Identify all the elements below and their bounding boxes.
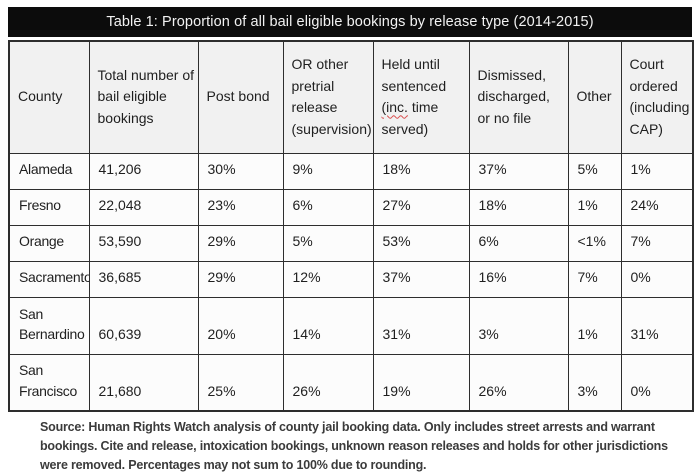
data-cell: 27% <box>372 188 470 226</box>
data-cell: 60,639 <box>88 296 199 355</box>
bail-bookings-table: County Total number of bail eligible boo… <box>8 40 694 412</box>
data-cell: 53,590 <box>88 224 199 262</box>
column-header-label: Post bond <box>206 88 270 105</box>
column-header-county: County <box>8 40 90 154</box>
column-header-label: Held until sentenced <box>381 55 447 94</box>
county-cell: San Bernardino <box>8 296 90 355</box>
table-row-sacramento: Sacramento 36,685 29% 12% 37% 16% 7% 0% <box>8 260 694 298</box>
data-cell: 24% <box>620 188 694 226</box>
county-cell: Alameda <box>8 152 90 190</box>
table-row-fresno: Fresno 22,048 23% 6% 27% 18% 1% 24% <box>8 188 694 226</box>
data-cell: 1% <box>620 152 694 190</box>
data-cell: 36,685 <box>88 260 199 298</box>
source-note-line: bookings. Cite and release, intoxication… <box>40 439 668 453</box>
column-header-label: Dismissed, discharged, or no file <box>477 66 550 127</box>
data-cell: 0% <box>620 260 694 298</box>
column-header-label: OR other pretrial release (supervision) <box>291 55 372 137</box>
data-cell: 20% <box>197 296 284 355</box>
data-cell: 1% <box>567 296 622 355</box>
data-cell: 21,680 <box>88 353 199 412</box>
data-cell: 0% <box>620 353 694 412</box>
source-note-line: Source: Human Rights Watch analysis of c… <box>40 420 655 434</box>
source-note-line: were removed. Percentages may not sum to… <box>40 458 427 472</box>
county-cell: San Francisco <box>8 353 90 412</box>
column-header-total-bookings: Total number of bail eligible bookings <box>88 40 199 154</box>
data-cell: 26% <box>282 353 374 412</box>
table-row-orange: Orange 53,590 29% 5% 53% 6% <1% 7% <box>8 224 694 262</box>
data-cell: 1% <box>567 188 622 226</box>
data-cell: <1% <box>567 224 622 262</box>
data-cell: 37% <box>372 260 470 298</box>
table-title: Table 1: Proportion of all bail eligible… <box>106 14 594 30</box>
column-header-label: Court ordered (including CAP) <box>629 55 690 137</box>
data-cell: 6% <box>282 188 374 226</box>
data-cell: 37% <box>468 152 569 190</box>
column-header-other: Other <box>567 40 622 154</box>
table-row-alameda: Alameda 41,206 30% 9% 18% 37% 5% 1% <box>8 152 694 190</box>
source-note: Source: Human Rights Watch analysis of c… <box>40 418 690 474</box>
county-cell: Fresno <box>8 188 90 226</box>
data-cell: 16% <box>468 260 569 298</box>
data-cell: 26% <box>468 353 569 412</box>
data-cell: 3% <box>468 296 569 355</box>
column-header-held-until-sentenced: Held until sentenced (inc. time served) <box>372 40 470 154</box>
data-cell: 7% <box>567 260 622 298</box>
table-title-bar: Table 1: Proportion of all bail eligible… <box>8 7 692 37</box>
data-cell: 3% <box>567 353 622 412</box>
data-cell: 31% <box>620 296 694 355</box>
data-cell: 5% <box>567 152 622 190</box>
county-cell: Orange <box>8 224 90 262</box>
column-header-label: County <box>18 88 63 105</box>
data-cell: 53% <box>372 224 470 262</box>
table-row-san-bernardino: San Bernardino 60,639 20% 14% 31% 3% 1% … <box>8 296 694 355</box>
header-row: County Total number of bail eligible boo… <box>8 40 694 154</box>
data-cell: 29% <box>197 260 284 298</box>
data-cell: 12% <box>282 260 374 298</box>
data-cell: 19% <box>372 353 470 412</box>
data-cell: 7% <box>620 224 694 262</box>
table-row-san-francisco: San Francisco 21,680 25% 26% 19% 26% 3% … <box>8 353 694 412</box>
data-cell: 25% <box>197 353 284 412</box>
data-cell: 23% <box>197 188 284 226</box>
column-header-label: time served) <box>381 99 439 137</box>
data-cell: 29% <box>197 224 284 262</box>
data-cell: 30% <box>197 152 284 190</box>
column-header-label: Other <box>576 88 612 105</box>
data-cell: 14% <box>282 296 374 355</box>
column-header-post-bond: Post bond <box>197 40 284 154</box>
data-cell: 41,206 <box>88 152 199 190</box>
spellcheck-flagged-text: (inc. <box>381 99 408 116</box>
column-header-label: Total number of bail eligible bookings <box>97 66 195 127</box>
column-header-court-ordered: Court ordered (including CAP) <box>620 40 694 154</box>
column-header-dismissed: Dismissed, discharged, or no file <box>468 40 569 154</box>
data-cell: 18% <box>372 152 470 190</box>
data-cell: 6% <box>468 224 569 262</box>
column-header-or-pretrial-release: OR other pretrial release (supervision) <box>282 40 374 154</box>
data-cell: 22,048 <box>88 188 199 226</box>
data-cell: 5% <box>282 224 374 262</box>
data-cell: 9% <box>282 152 374 190</box>
data-cell: 18% <box>468 188 569 226</box>
data-cell: 31% <box>372 296 470 355</box>
county-cell: Sacramento <box>8 260 90 298</box>
